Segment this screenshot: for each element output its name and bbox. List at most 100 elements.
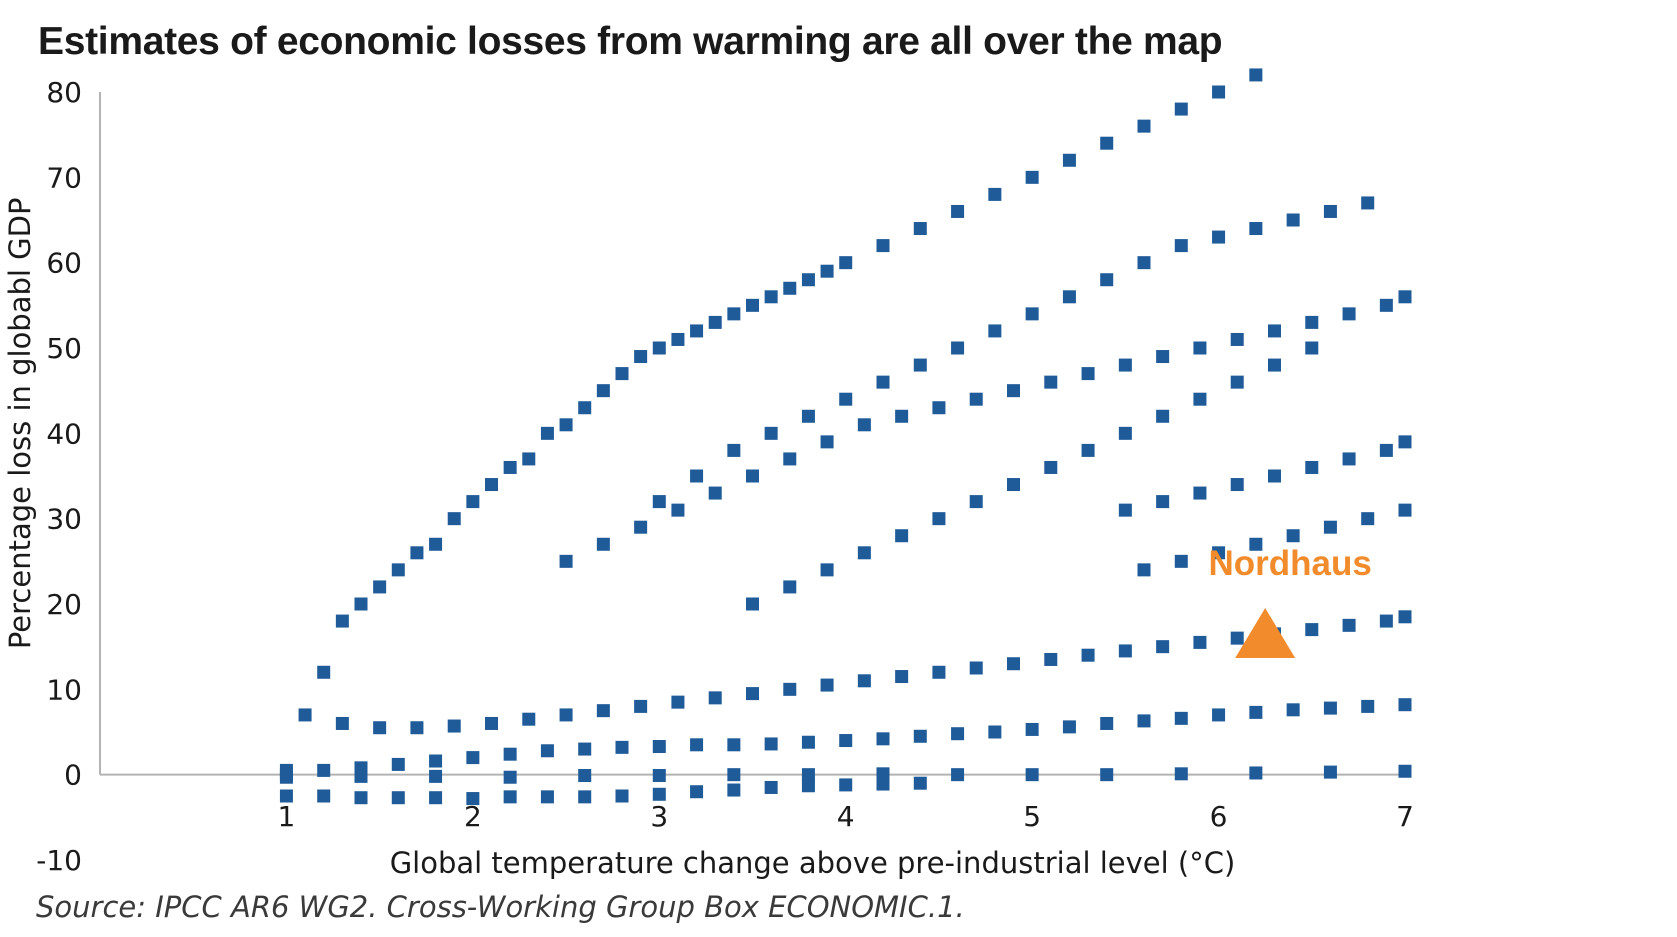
- data-point: [279, 789, 293, 803]
- data-point: [1305, 623, 1319, 637]
- data-point: [783, 452, 797, 466]
- data-points: [279, 68, 1412, 806]
- data-point: [615, 740, 629, 754]
- data-point: [596, 384, 610, 398]
- data-point: [1137, 256, 1151, 270]
- data-point: [764, 290, 778, 304]
- data-point: [839, 734, 853, 748]
- data-point: [1174, 711, 1188, 725]
- data-point: [727, 738, 741, 752]
- data-point: [988, 725, 1002, 739]
- y-tick-label: 50: [46, 332, 82, 365]
- data-point: [1323, 765, 1337, 779]
- data-point: [429, 754, 443, 768]
- data-point: [913, 222, 927, 236]
- data-point: [1100, 136, 1114, 150]
- data-point: [1118, 644, 1132, 658]
- data-point: [746, 597, 759, 611]
- data-point: [1305, 315, 1319, 329]
- data-point: [1044, 652, 1058, 666]
- data-point: [895, 529, 909, 543]
- data-point: [1174, 767, 1188, 781]
- data-point: [391, 563, 405, 577]
- data-point: [1249, 68, 1263, 82]
- data-point: [1193, 486, 1207, 500]
- data-point: [1398, 610, 1412, 624]
- data-point: [932, 401, 946, 415]
- data-point: [466, 792, 480, 806]
- data-point: [1025, 307, 1039, 321]
- nordhaus-marker: [1235, 608, 1296, 659]
- data-point: [746, 469, 759, 483]
- data-point: [1361, 699, 1375, 713]
- data-point: [1212, 546, 1226, 560]
- y-tick-label: 40: [46, 417, 82, 450]
- data-point: [839, 256, 853, 270]
- data-point: [1286, 529, 1300, 543]
- data-point: [522, 452, 536, 466]
- x-axis-label: Global temperature change above pre-indu…: [390, 846, 1236, 880]
- data-point: [1212, 85, 1226, 99]
- data-point: [1249, 766, 1263, 780]
- data-point: [783, 580, 797, 594]
- data-point: [1268, 324, 1281, 338]
- data-point: [1062, 153, 1076, 167]
- data-point: [522, 712, 536, 726]
- data-point: [820, 264, 834, 278]
- data-point: [1305, 460, 1319, 474]
- data-point: [1398, 764, 1412, 778]
- data-point: [1174, 554, 1188, 568]
- data-point: [932, 665, 946, 679]
- data-point: [801, 735, 815, 749]
- data-point: [540, 744, 554, 758]
- data-point: [1007, 478, 1020, 492]
- y-tick-label: 20: [46, 588, 82, 621]
- data-point: [1174, 102, 1188, 116]
- data-point: [1025, 768, 1039, 782]
- data-point: [1230, 478, 1244, 492]
- data-point: [876, 375, 890, 389]
- data-point: [1249, 222, 1263, 236]
- data-point: [578, 769, 592, 783]
- data-point: [1268, 358, 1281, 372]
- data-point: [895, 409, 909, 423]
- data-point: [876, 239, 890, 253]
- y-tick-label: 70: [46, 161, 82, 194]
- data-point: [652, 769, 666, 783]
- data-point: [1379, 298, 1393, 312]
- y-tick-label: 0: [64, 759, 82, 792]
- data-point: [410, 721, 424, 735]
- data-point: [951, 727, 965, 741]
- data-point: [1323, 701, 1337, 715]
- data-point: [1398, 290, 1412, 304]
- data-point: [1081, 648, 1095, 662]
- data-point: [410, 546, 424, 560]
- y-tick-label: 60: [46, 247, 82, 280]
- data-point: [876, 732, 890, 746]
- data-point: [969, 392, 983, 406]
- data-point: [913, 358, 927, 372]
- data-point: [1361, 196, 1375, 210]
- data-point: [1025, 722, 1039, 736]
- data-point: [354, 791, 368, 805]
- data-point: [1007, 384, 1020, 398]
- data-point: [1156, 495, 1170, 509]
- data-point: [1323, 204, 1337, 218]
- data-point: [1398, 503, 1412, 517]
- data-point: [690, 738, 704, 752]
- nordhaus-label: Nordhaus: [1208, 544, 1371, 583]
- data-point: [652, 341, 666, 355]
- data-point: [540, 426, 554, 440]
- data-point: [466, 751, 480, 765]
- data-point: [634, 520, 648, 534]
- annotations: Nordhaus: [1208, 544, 1372, 659]
- data-point: [559, 554, 573, 568]
- data-point: [1249, 537, 1263, 551]
- data-point: [988, 187, 1002, 201]
- chart-title: Estimates of economic losses from warmin…: [38, 20, 1223, 63]
- data-point: [857, 418, 871, 432]
- x-tick-label: 6: [1210, 800, 1228, 833]
- data-point: [503, 747, 517, 761]
- y-axis-label: Percentage loss in globabl GDP: [3, 198, 37, 650]
